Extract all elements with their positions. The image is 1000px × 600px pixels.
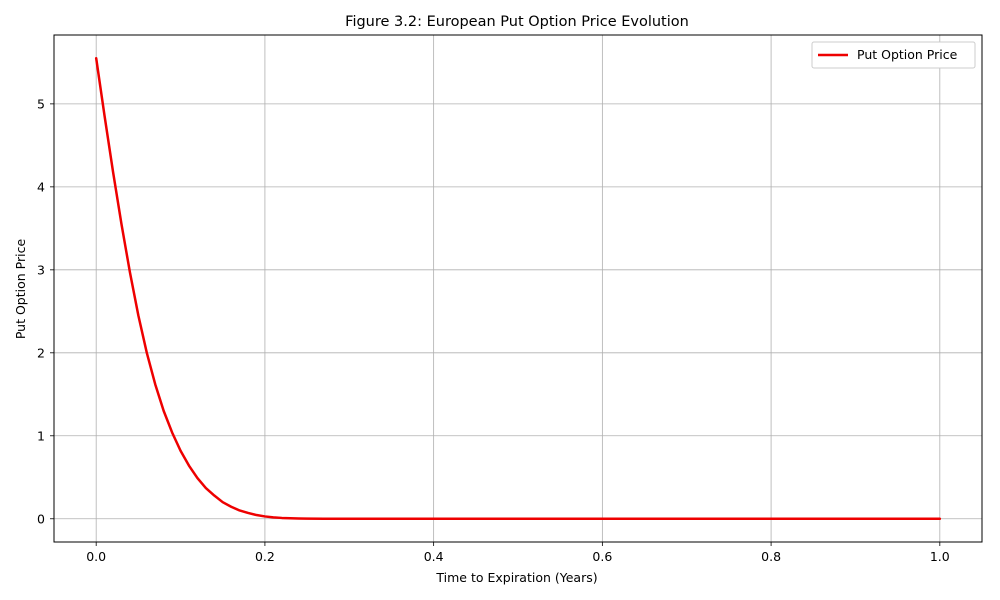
y-axis-label: Put Option Price (13, 239, 28, 340)
x-axis: 0.0 0.2 0.4 0.6 0.8 1.0 (86, 542, 950, 564)
plot-frame (53, 34, 983, 543)
y-tick-label: 3 (37, 262, 45, 277)
y-tick-label: 5 (37, 96, 45, 111)
y-tick-label: 4 (37, 179, 45, 194)
y-axis: 0 1 2 3 4 5 (37, 96, 54, 526)
legend-label: Put Option Price (857, 47, 958, 62)
x-tick-label: 0.2 (255, 549, 275, 564)
x-tick-label: 0.0 (86, 549, 106, 564)
legend-box (811, 41, 976, 69)
series-layer (94, 56, 942, 521)
y-tick-label: 2 (37, 345, 45, 360)
x-tick-label: 0.8 (761, 549, 781, 564)
x-tick-label: 0.4 (424, 549, 444, 564)
x-tick-label: 1.0 (930, 549, 950, 564)
grid (54, 35, 982, 542)
y-tick-label: 1 (37, 428, 45, 443)
y-tick-label: 0 (37, 511, 45, 526)
series-line-put-option-price (94, 56, 942, 521)
x-tick-label: 0.6 (592, 549, 612, 564)
chart-title: Figure 3.2: European Put Option Price Ev… (345, 14, 689, 30)
legend: Put Option Price (811, 41, 976, 69)
x-axis-label: Time to Expiration (Years) (435, 570, 597, 585)
